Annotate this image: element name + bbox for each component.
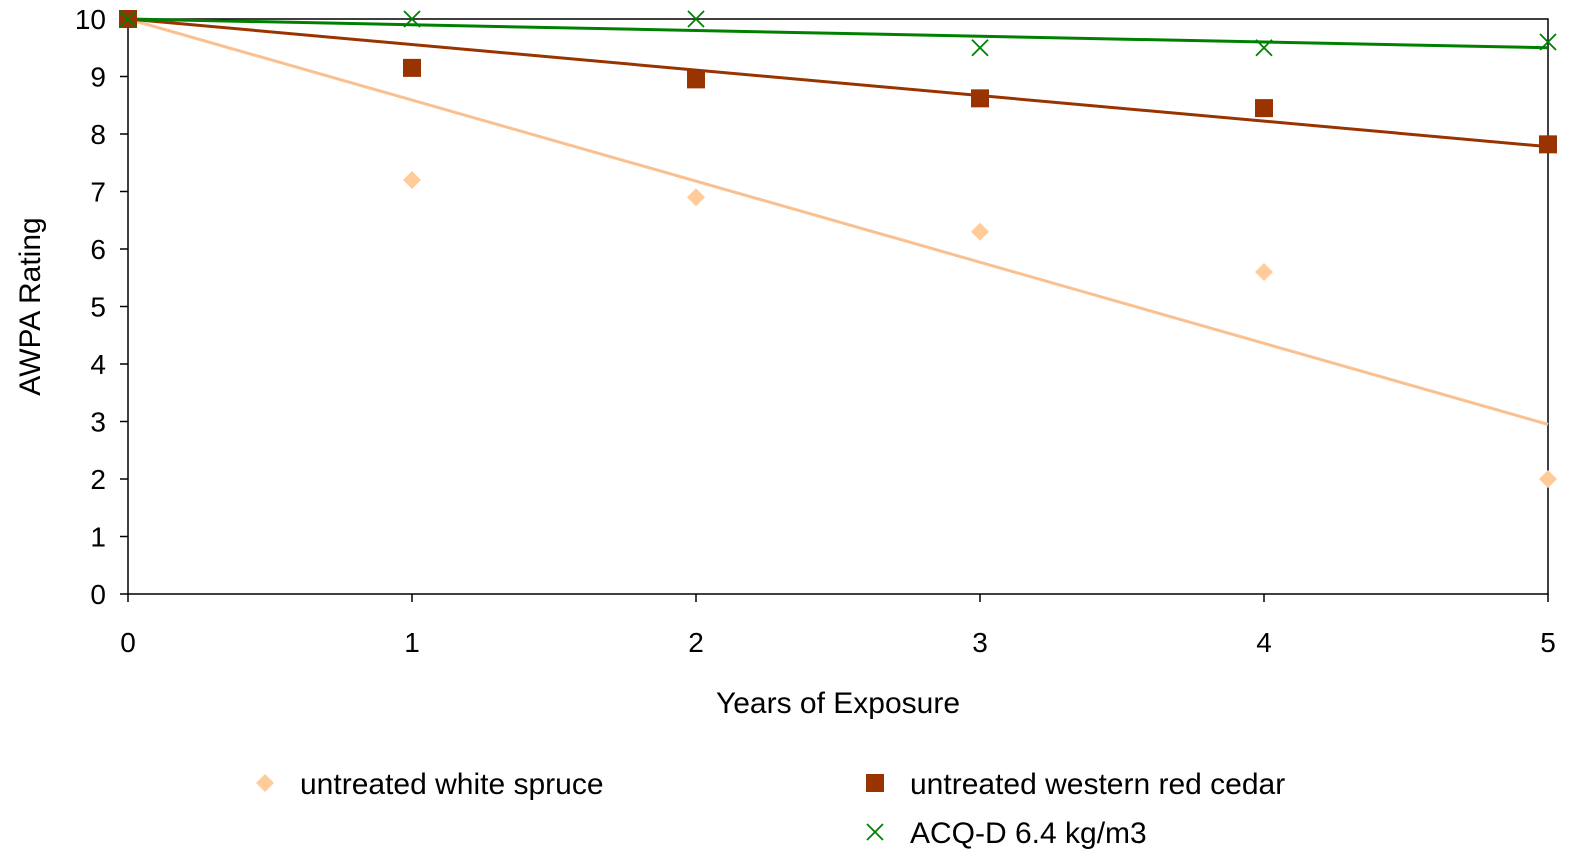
y-tick-label: 10 xyxy=(75,4,106,35)
y-tick-label: 0 xyxy=(90,579,106,610)
y-tick-label: 8 xyxy=(90,119,106,150)
y-tick-label: 1 xyxy=(90,522,106,553)
marker-stroke xyxy=(866,823,884,841)
data-point-series-3 xyxy=(687,10,705,28)
legend-marker xyxy=(256,774,274,792)
x-tick-label: 5 xyxy=(1540,627,1556,658)
data-point-series-1 xyxy=(1539,470,1557,488)
x-tick-label: 0 xyxy=(120,627,136,658)
trendline-series-3 xyxy=(127,17,1549,50)
y-tick-label: 6 xyxy=(90,234,106,265)
x-tick-label: 4 xyxy=(1256,627,1272,658)
x-tick-label: 3 xyxy=(972,627,988,658)
data-point-series-3 xyxy=(119,10,137,28)
data-point-series-3 xyxy=(403,10,421,28)
data-point-series-2 xyxy=(971,89,989,108)
y-tick-label: 5 xyxy=(90,292,106,323)
x-tick-label: 2 xyxy=(688,627,704,658)
y-axis-title: AWPA Rating xyxy=(14,217,47,395)
trendline-series-1 xyxy=(127,17,1549,426)
y-tick-label: 7 xyxy=(90,177,106,208)
marker-stroke xyxy=(119,10,137,28)
data-point-series-2 xyxy=(1539,135,1557,154)
legend: untreated white spruce untreated western … xyxy=(256,768,1285,850)
data-point-series-1 xyxy=(971,222,989,241)
y-tick-label: 2 xyxy=(90,464,106,495)
legend-marker xyxy=(866,823,884,841)
legend-item-2: untreated western red cedar xyxy=(866,768,1285,801)
legend-item-3: ACQ-D 6.4 kg/m3 xyxy=(866,817,1147,850)
plot-frame xyxy=(127,18,1549,595)
marker-stroke xyxy=(1539,33,1557,51)
trendline-series-2 xyxy=(127,17,1549,149)
data-point-series-2 xyxy=(403,58,421,77)
legend-label: untreated white spruce xyxy=(300,768,604,801)
data-point-series-2 xyxy=(1255,99,1273,118)
legend-label: untreated western red cedar xyxy=(910,768,1285,801)
data-point-series-1 xyxy=(687,188,705,207)
y-tick-label: 3 xyxy=(90,407,106,438)
legend-marker xyxy=(866,774,884,792)
data-point-series-3 xyxy=(971,39,989,57)
legend-label: ACQ-D 6.4 kg/m3 xyxy=(910,817,1147,850)
y-tick-label: 9 xyxy=(90,62,106,93)
marker-stroke xyxy=(971,39,989,57)
data-point-series-3 xyxy=(1255,39,1273,57)
x-tick-label: 1 xyxy=(404,627,420,658)
y-tick-label: 4 xyxy=(90,349,106,380)
data-point-series-2 xyxy=(687,70,705,89)
marker-stroke xyxy=(687,10,705,28)
legend-item-1: untreated white spruce xyxy=(256,768,604,801)
data-point-series-1 xyxy=(1255,263,1273,281)
data-point-series-1 xyxy=(403,171,421,189)
x-axis-title: Years of Exposure xyxy=(716,687,960,720)
marker-stroke xyxy=(1255,39,1273,57)
data-point-series-3 xyxy=(1539,33,1557,51)
plot-area: 0 1 2 3 4 5 6 7 8 9 10 0 1 2 3 4 5 xyxy=(75,4,1557,658)
marker-stroke xyxy=(403,10,421,28)
